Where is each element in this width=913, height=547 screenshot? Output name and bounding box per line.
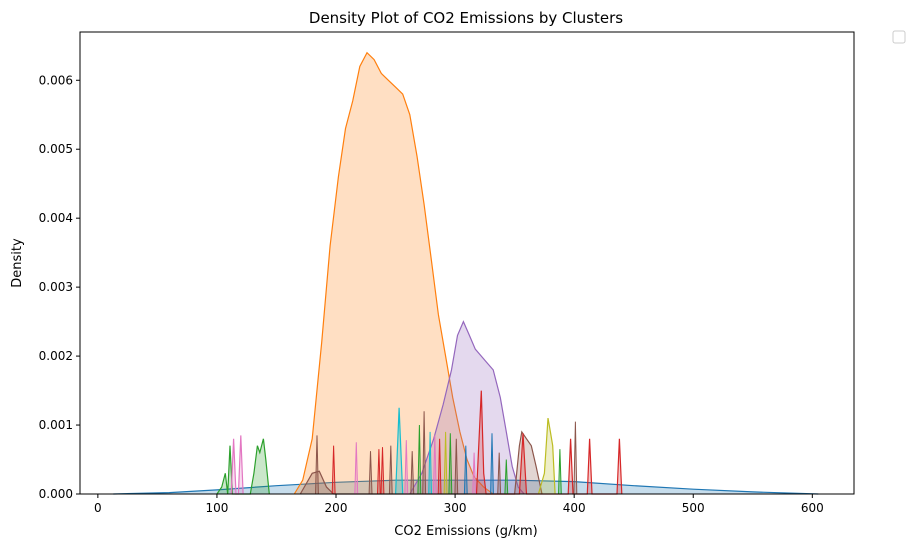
density-line-2 xyxy=(409,320,525,495)
y-tick-label: 0.003 xyxy=(39,280,73,294)
density-area-1 xyxy=(294,52,494,494)
y-tick-label: 0.002 xyxy=(39,349,73,363)
density-area-2 xyxy=(409,321,525,494)
x-tick-label: 500 xyxy=(682,501,705,515)
density-line-7 xyxy=(537,417,556,495)
y-tick-label: 0.005 xyxy=(39,142,73,156)
y-tick-label: 0.006 xyxy=(39,73,73,87)
axes-frame xyxy=(79,31,855,495)
x-tick-label: 300 xyxy=(444,501,467,515)
density-area-8 xyxy=(395,407,403,494)
y-tick-label: 0.001 xyxy=(39,418,73,432)
density-line-8 xyxy=(395,407,404,495)
legend-box xyxy=(892,30,906,44)
chart-title: Density Plot of CO2 Emissions by Cluster… xyxy=(309,9,623,27)
x-tick-label: 600 xyxy=(801,501,824,515)
x-tick-label: 200 xyxy=(325,501,348,515)
x-axis: 0 100 200 300 400 500 600 xyxy=(94,494,824,515)
density-area-4 xyxy=(231,435,244,494)
x-tick-label: 100 xyxy=(205,501,228,515)
y-tick-label: 0.000 xyxy=(39,487,73,501)
x-tick-label: 0 xyxy=(94,501,102,515)
density-area-0 xyxy=(113,480,819,494)
density-area-5 xyxy=(300,431,542,494)
x-axis-label: CO2 Emissions (g/km) xyxy=(394,524,537,539)
y-axis: 0.000 0.001 0.002 0.003 0.004 0.005 0.006 xyxy=(39,73,80,501)
y-axis-label: Density xyxy=(10,238,25,288)
density-line-1 xyxy=(293,51,494,495)
y-tick-label: 0.004 xyxy=(39,211,73,225)
x-tick-label: 400 xyxy=(563,501,586,515)
